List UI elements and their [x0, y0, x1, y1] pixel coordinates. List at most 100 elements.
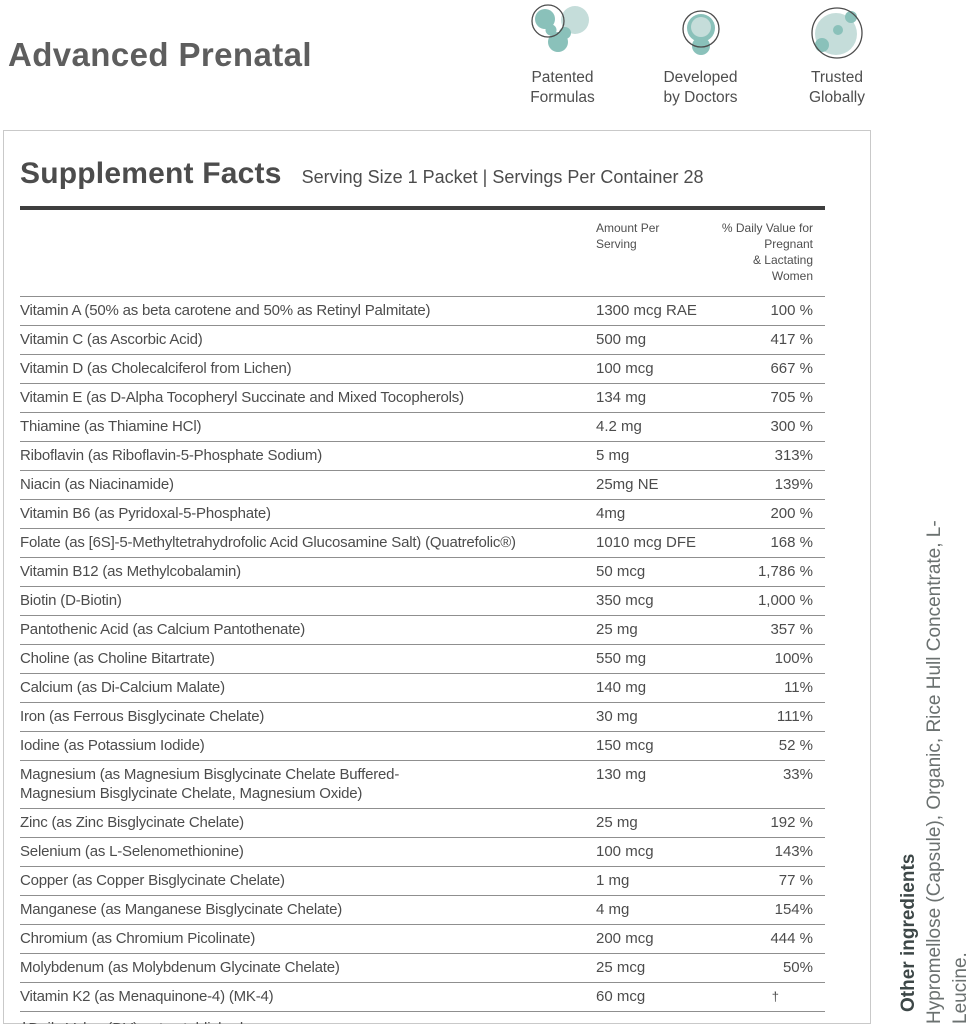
column-header-spacer — [20, 220, 596, 284]
nutrient-name: Chromium (as Chromium Picolinate) — [20, 930, 256, 947]
nutrient-daily-value: 200 % — [770, 505, 813, 522]
nutrient-name: Riboflavin (as Riboflavin-5-Phosphate So… — [20, 447, 322, 464]
badge-developed-by-doctors: Developed by Doctors — [638, 4, 763, 108]
nutrient-daily-value: 100% — [774, 650, 813, 667]
nutrient-name: Vitamin D (as Cholecalciferol from Liche… — [20, 360, 292, 377]
supplement-facts-panel: Supplement Facts Serving Size 1 Packet |… — [3, 130, 871, 1024]
nutrient-name: Calcium (as Di-Calcium Malate) — [20, 679, 225, 696]
header-rule — [20, 206, 825, 210]
developed-by-doctors-icon — [638, 4, 763, 64]
supplement-facts-title: Supplement Facts — [20, 157, 282, 190]
nutrient-amount: 134 mg — [596, 389, 647, 406]
nutrient-amount: 200 mcg — [596, 930, 654, 947]
nutrient-daily-value: 1,786 % — [757, 563, 813, 580]
nutrient-amount: 150 mcg — [596, 737, 654, 754]
nutrient-amount: 140 mg — [596, 679, 647, 696]
table-row: Iodine (as Potassium Iodide) 150 mcg 52 … — [20, 731, 825, 760]
nutrient-amount: 1010 mcg DFE — [596, 534, 697, 551]
nutrient-daily-value: 154% — [774, 901, 813, 918]
nutrient-amount: 1 mg — [596, 872, 630, 889]
nutrient-daily-value: 444 % — [770, 930, 813, 947]
nutrient-name: Zinc (as Zinc Bisglycinate Chelate) — [20, 814, 244, 831]
badge-label: Patented Formulas — [530, 69, 595, 106]
nutrient-name: Vitamin A (50% as beta carotene and 50% … — [20, 302, 431, 319]
nutrient-amount: 550 mg — [596, 650, 647, 667]
nutrient-amount: 500 mg — [596, 331, 647, 348]
supplement-facts-header: Supplement Facts Serving Size 1 Packet |… — [4, 131, 870, 191]
column-header-daily-value: % Daily Value for Pregnant & Lactating W… — [721, 221, 813, 283]
table-row: Vitamin E (as D-Alpha Tocopheryl Succina… — [20, 383, 825, 412]
nutrient-name: Magnesium (as Magnesium Bisglycinate Che… — [20, 766, 400, 802]
table-row: Magnesium (as Magnesium Bisglycinate Che… — [20, 760, 825, 808]
badge-patented-formulas: Patented Formulas — [505, 4, 620, 108]
table-row: Vitamin B6 (as Pyridoxal-5-Phosphate) 4m… — [20, 499, 825, 528]
nutrient-amount: 4.2 mg — [596, 418, 642, 435]
nutrient-name: Copper (as Copper Bisglycinate Chelate) — [20, 872, 285, 889]
other-ingredients-text: Hypromellose (Capsule), Organic, Rice Hu… — [924, 520, 971, 1024]
table-row: Niacin (as Niacinamide) 25mg NE 139% — [20, 470, 825, 499]
table-row: Thiamine (as Thiamine HCl) 4.2 mg 300 % — [20, 412, 825, 441]
table-row: Calcium (as Di-Calcium Malate) 140 mg 11… — [20, 673, 825, 702]
nutrient-name: Niacin (as Niacinamide) — [20, 476, 174, 493]
table-row: Molybdenum (as Molybdenum Glycinate Chel… — [20, 953, 825, 982]
table-row: Biotin (D-Biotin) 350 mcg 1,000 % — [20, 586, 825, 615]
table-row: Vitamin K2 (as Menaquinone-4) (MK-4) 60 … — [20, 982, 825, 1011]
daily-value-footnote: †Daily Value (DV) not established. — [20, 1011, 825, 1024]
nutrient-name: Biotin (D-Biotin) — [20, 592, 122, 609]
nutrient-daily-value: 143% — [774, 843, 813, 860]
other-ingredients-heading: Other ingredients — [898, 853, 919, 1012]
nutrient-name: Pantothenic Acid (as Calcium Pantothenat… — [20, 621, 306, 638]
patented-formulas-icon — [505, 4, 620, 64]
nutrient-amount: 50 mcg — [596, 563, 646, 580]
nutrient-daily-value: 77 % — [778, 872, 813, 889]
nutrient-amount: 100 mcg — [596, 360, 654, 377]
table-row: Folate (as [6S]-5-Methyltetrahydrofolic … — [20, 528, 825, 557]
table-row: Vitamin D (as Cholecalciferol from Liche… — [20, 354, 825, 383]
nutrient-amount: 130 mg — [596, 766, 647, 783]
trusted-globally-icon — [781, 4, 893, 64]
other-ingredients: Other ingredients Hypromellose (Capsule),… — [896, 464, 974, 1024]
nutrient-name: Vitamin C (as Ascorbic Acid) — [20, 331, 203, 348]
table-row: Vitamin B12 (as Methylcobalamin) 50 mcg … — [20, 557, 825, 586]
nutrient-daily-value: 52 % — [778, 737, 813, 754]
table-row: Zinc (as Zinc Bisglycinate Chelate) 25 m… — [20, 808, 825, 837]
table-row: Copper (as Copper Bisglycinate Chelate) … — [20, 866, 825, 895]
nutrient-amount: 25 mcg — [596, 959, 646, 976]
nutrient-daily-value: 139% — [774, 476, 813, 493]
nutrient-amount: 25 mg — [596, 814, 638, 831]
nutrient-daily-value: 168 % — [770, 534, 813, 551]
nutrient-name: Manganese (as Manganese Bisglycinate Che… — [20, 901, 343, 918]
table-row: Choline (as Choline Bitartrate) 550 mg 1… — [20, 644, 825, 673]
page-title: Advanced Prenatal — [8, 36, 312, 73]
nutrient-daily-value: 705 % — [770, 389, 813, 406]
nutrient-name: Vitamin K2 (as Menaquinone-4) (MK-4) — [20, 988, 274, 1005]
column-headers: Amount Per Serving % Daily Value for Pre… — [20, 220, 825, 284]
nutrient-name: Vitamin B6 (as Pyridoxal-5-Phosphate) — [20, 505, 271, 522]
nutrient-daily-value: 50% — [782, 959, 813, 976]
serving-info: Serving Size 1 Packet | Servings Per Con… — [301, 167, 704, 187]
table-row: Riboflavin (as Riboflavin-5-Phosphate So… — [20, 441, 825, 470]
table-row: Vitamin A (50% as beta carotene and 50% … — [20, 296, 825, 325]
nutrient-amount: 5 mg — [596, 447, 630, 464]
column-header-amount: Amount Per Serving — [596, 221, 660, 251]
nutrient-daily-value: 11% — [784, 679, 813, 696]
nutrient-name: Iron (as Ferrous Bisglycinate Chelate) — [20, 708, 265, 725]
nutrient-name: Selenium (as L-Selenomethionine) — [20, 843, 244, 860]
nutrient-daily-value: † — [771, 989, 779, 1004]
nutrient-daily-value: 111% — [776, 708, 813, 725]
nutrient-amount: 25 mg — [596, 621, 638, 638]
nutrient-table: Vitamin A (50% as beta carotene and 50% … — [4, 296, 870, 1011]
nutrient-daily-value: 1,000 % — [757, 592, 813, 609]
nutrient-name: Thiamine (as Thiamine HCl) — [20, 418, 202, 435]
nutrient-daily-value: 192 % — [770, 814, 813, 831]
badge-trusted-globally: Trusted Globally — [781, 4, 893, 108]
badge-label: Developed by Doctors — [663, 69, 738, 106]
table-row: Manganese (as Manganese Bisglycinate Che… — [20, 895, 825, 924]
nutrient-name: Folate (as [6S]-5-Methyltetrahydrofolic … — [20, 534, 516, 551]
nutrient-amount: 350 mcg — [596, 592, 654, 609]
table-row: Selenium (as L-Selenomethionine) 100 mcg… — [20, 837, 825, 866]
nutrient-name: Vitamin E (as D-Alpha Tocopheryl Succina… — [20, 389, 464, 406]
nutrient-daily-value: 100 % — [770, 302, 813, 319]
nutrient-amount: 60 mcg — [596, 988, 646, 1005]
table-row: Vitamin C (as Ascorbic Acid) 500 mg 417 … — [20, 325, 825, 354]
